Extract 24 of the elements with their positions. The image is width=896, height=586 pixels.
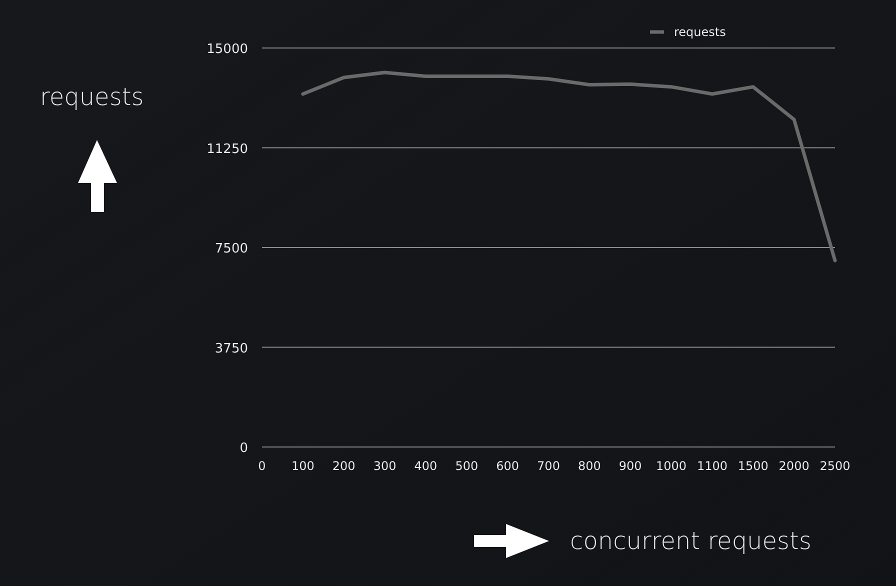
x-axis-title: concurrent requests (570, 527, 812, 555)
y-tick-label: 15000 (206, 42, 248, 57)
x-tick-label: 100 (291, 459, 314, 473)
line-series (301, 70, 837, 262)
x-tick-label: 1100 (696, 459, 728, 473)
y-tick-label: 0 (240, 441, 248, 456)
x-tick-label: 800 (578, 459, 601, 473)
x-tick-label: 2500 (820, 459, 850, 473)
x-tick-label: 300 (373, 459, 396, 473)
x-tick-label: 900 (618, 459, 642, 473)
y-tick-label: 7500 (214, 242, 248, 256)
x-tick-label: 200 (332, 459, 356, 473)
y-tick-label: 3750 (214, 341, 248, 356)
x-tick-label: 500 (455, 459, 478, 473)
x-tick-label: 400 (414, 459, 438, 473)
x-tick-label: 2000 (778, 459, 810, 473)
legend-label: requests (674, 25, 726, 39)
y-axis-title: requests (40, 83, 144, 111)
x-tick-label: 1000 (656, 459, 687, 473)
x-tick-label: 1500 (738, 459, 768, 473)
x-tick-label: 0 (258, 459, 266, 473)
y-tick-label: 11250 (206, 142, 248, 157)
x-tick-label: 600 (496, 459, 520, 473)
x-tick-label: 700 (537, 459, 560, 473)
